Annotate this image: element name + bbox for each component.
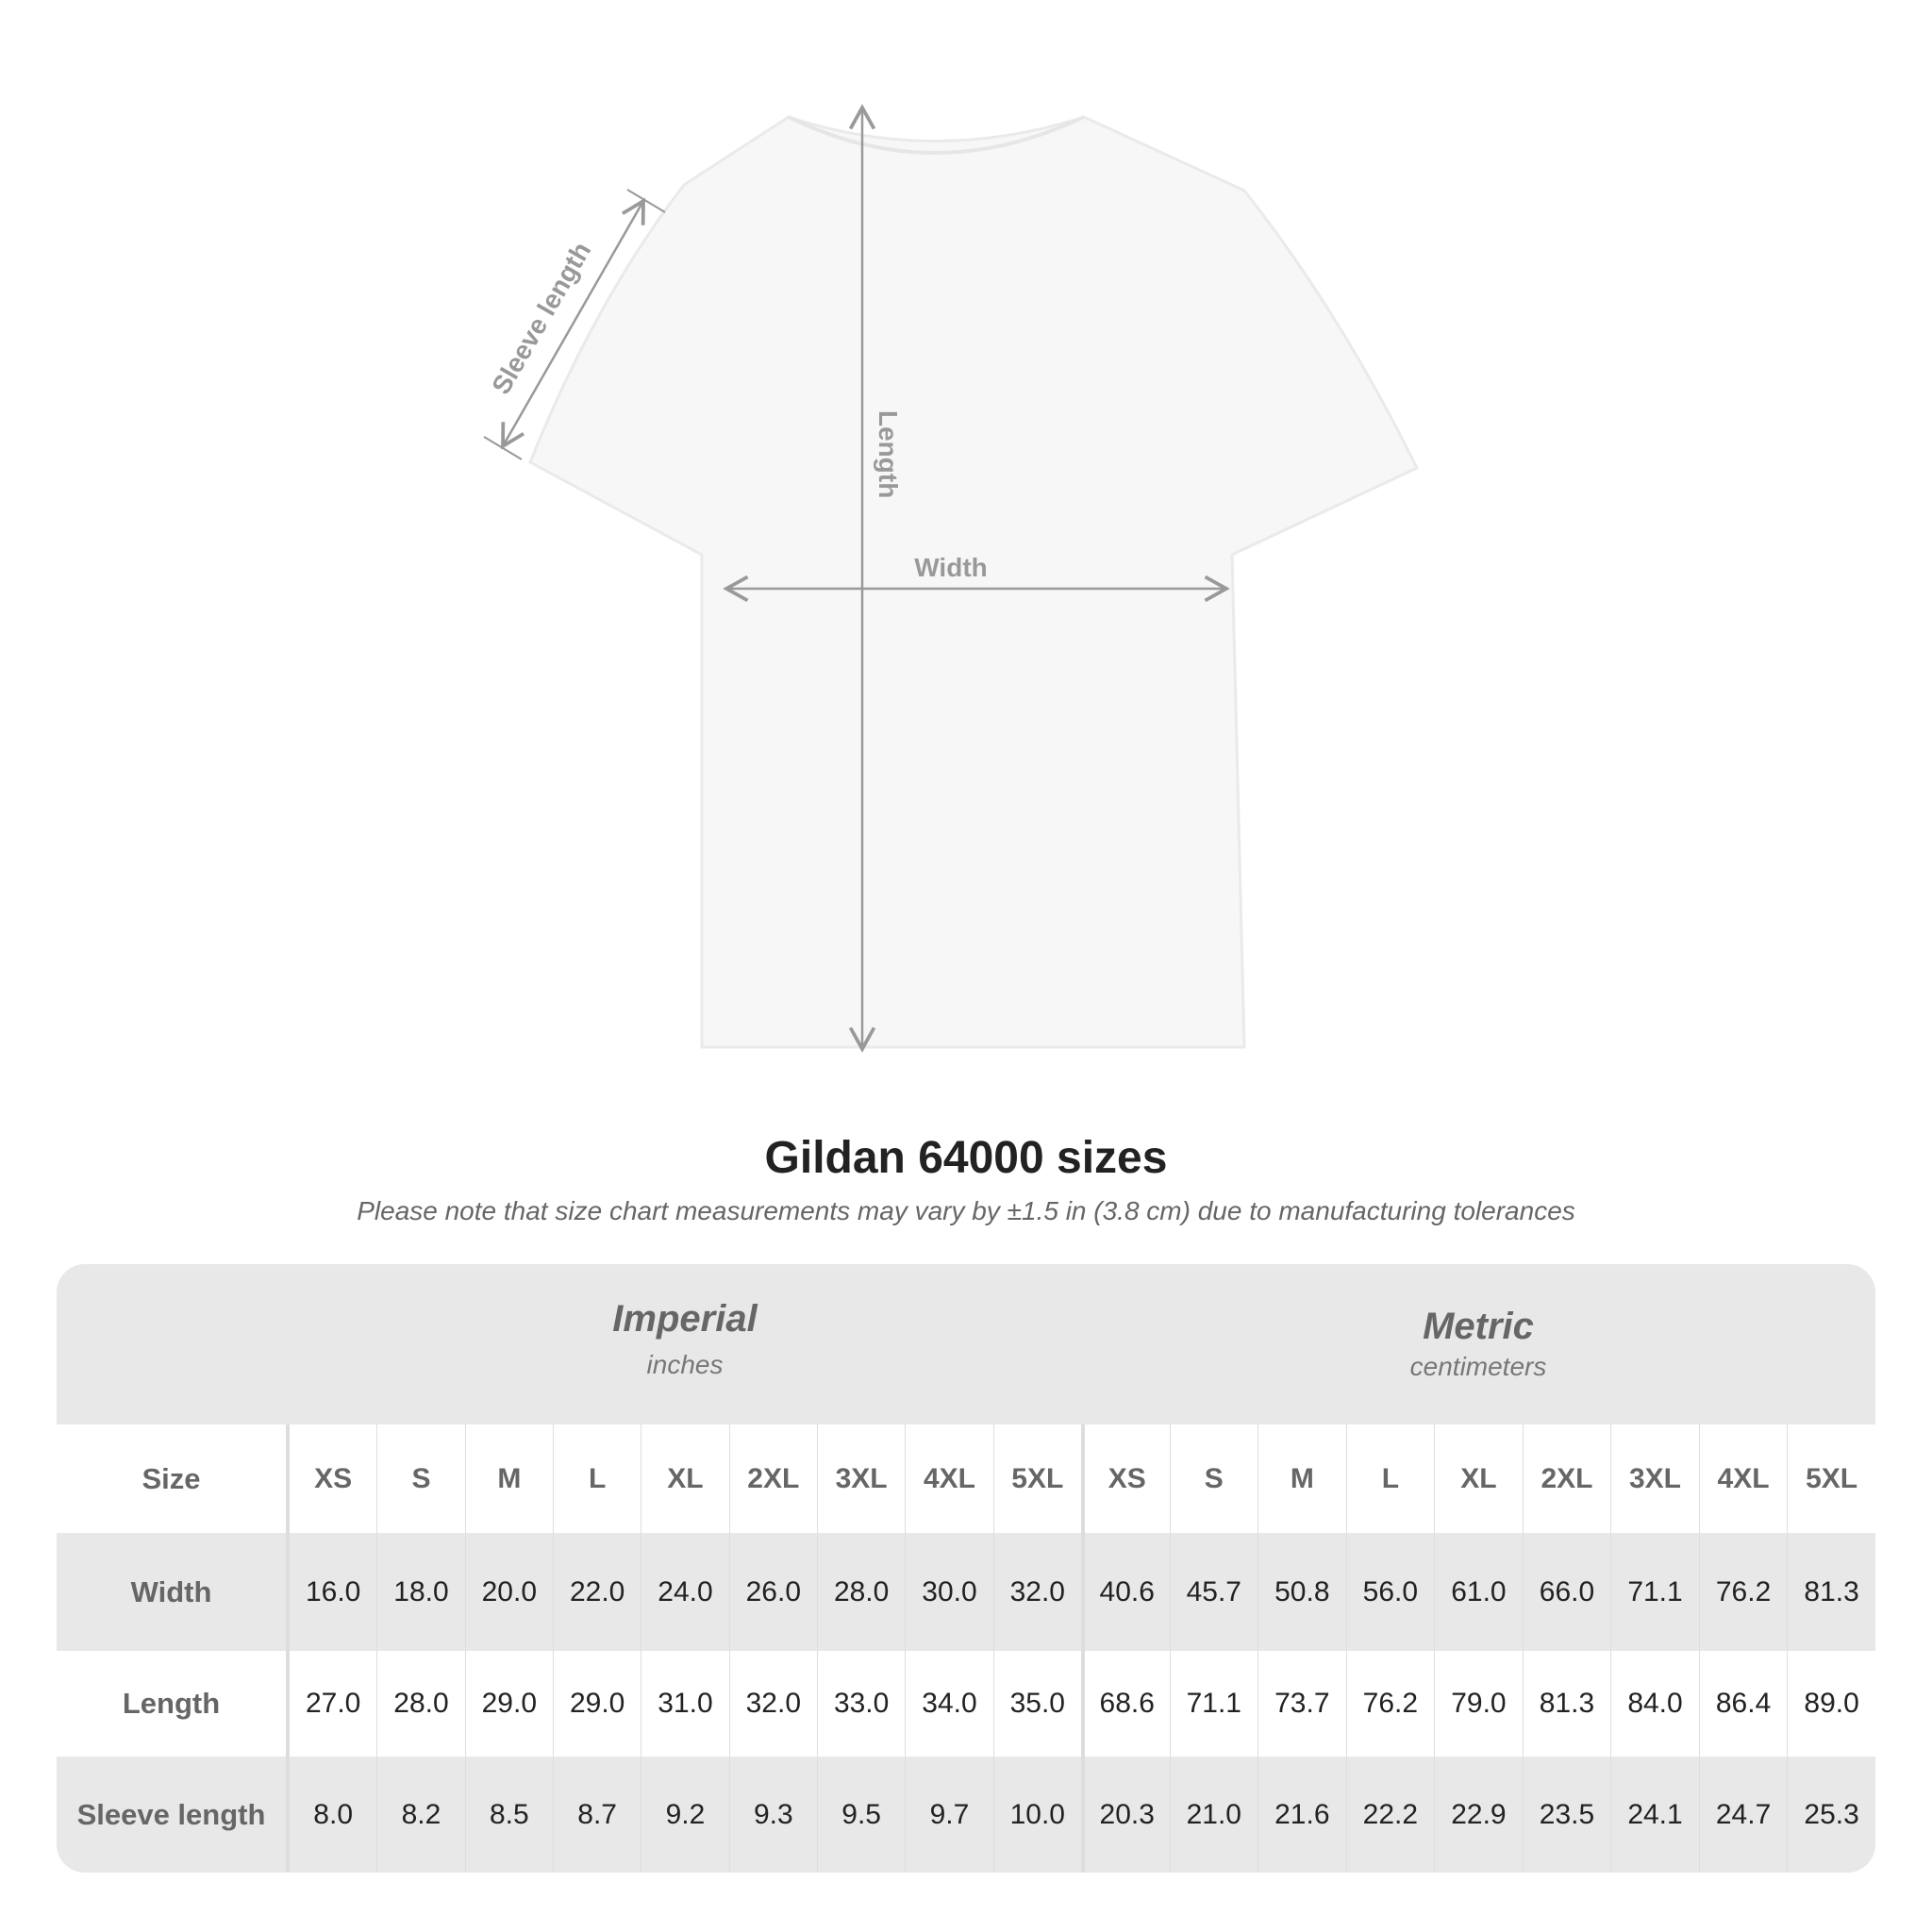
imperial-value-cell: 24.0 <box>641 1533 728 1651</box>
imperial-value-cell: 28.0 <box>376 1651 464 1757</box>
metric-value-cell: 22.9 <box>1434 1757 1523 1873</box>
sleeve-arrow <box>501 197 645 450</box>
metric-value-cell: 61.0 <box>1434 1533 1523 1651</box>
length-label: Length <box>874 410 903 498</box>
metric-value-cell: 86.4 <box>1698 1651 1788 1757</box>
metric-value-cell: 23.5 <box>1522 1757 1611 1873</box>
metric-value-cell: 50.8 <box>1257 1533 1346 1651</box>
imperial-unit: inches <box>646 1350 724 1379</box>
imperial-value-cell: 20.0 <box>464 1533 553 1651</box>
imperial-value-cell: 18.0 <box>376 1533 464 1651</box>
size-header-row: Size XS S M L XL 2XL 3XL 4XL 5XL XS S M L XL 2XL 3XL 4XL 5… <box>57 1424 1875 1533</box>
metric-value-cell: 68.6 <box>1080 1651 1170 1757</box>
imperial-title: Imperial <box>612 1298 758 1340</box>
imperial-size-cell: XS <box>289 1424 376 1533</box>
imperial-value-cell: 8.0 <box>289 1757 376 1873</box>
chart-title: Gildan 64000 sizes <box>764 1133 1168 1183</box>
metric-value-cell: 25.3 <box>1787 1757 1875 1873</box>
metric-value-cell: 89.0 <box>1787 1651 1875 1757</box>
metric-size-cell: L <box>1345 1424 1435 1533</box>
imperial-size-cell: 2XL <box>728 1424 817 1533</box>
metric-value-cell: 79.0 <box>1434 1651 1523 1757</box>
metric-value-cell: 81.3 <box>1522 1651 1611 1757</box>
metric-value-cell: 66.0 <box>1522 1533 1611 1651</box>
imperial-size-cell: 5XL <box>992 1424 1081 1533</box>
metric-value-cell: 76.2 <box>1345 1651 1435 1757</box>
imperial-value-cell: 32.0 <box>992 1533 1081 1651</box>
imperial-header: Imperial inches <box>289 1264 1081 1424</box>
metric-value-cell: 45.7 <box>1169 1533 1258 1651</box>
metric-size-cell: 4XL <box>1698 1424 1788 1533</box>
imperial-size-cell: S <box>376 1424 464 1533</box>
metric-size-cell: M <box>1257 1424 1346 1533</box>
imperial-value-cell: 9.5 <box>816 1757 905 1873</box>
imperial-value-cell: 35.0 <box>992 1651 1081 1757</box>
metric-size-cell: S <box>1169 1424 1258 1533</box>
imperial-size-cell: M <box>464 1424 553 1533</box>
imperial-value-cell: 9.3 <box>728 1757 817 1873</box>
size-table: Imperial inches Metric centimeters Size X… <box>57 1264 1875 1873</box>
metric-value-cell: 21.6 <box>1257 1757 1346 1873</box>
tshirt-diagram: Length Width Sleeve length <box>483 104 1420 1053</box>
metric-value-cell: 76.2 <box>1698 1533 1788 1651</box>
imperial-size-cell: 4XL <box>905 1424 992 1533</box>
imperial-value-cell: 34.0 <box>905 1651 992 1757</box>
imperial-value-cell: 31.0 <box>641 1651 728 1757</box>
metric-value-cell: 84.0 <box>1610 1651 1699 1757</box>
imperial-value-cell: 9.2 <box>641 1757 728 1873</box>
imperial-value-cell: 8.5 <box>464 1757 553 1873</box>
metric-value-cell: 24.7 <box>1698 1757 1788 1873</box>
imperial-value-cell: 26.0 <box>728 1533 817 1651</box>
imperial-value-cell: 29.0 <box>464 1651 553 1757</box>
metric-title: Metric <box>1423 1306 1534 1347</box>
imperial-value-cell: 32.0 <box>728 1651 817 1757</box>
metric-unit: centimeters <box>1409 1352 1547 1381</box>
metric-size-cell: XS <box>1080 1424 1170 1533</box>
metric-value-cell: 56.0 <box>1345 1533 1435 1651</box>
imperial-value-cell: 9.7 <box>905 1757 992 1873</box>
imperial-value-cell: 8.7 <box>552 1757 641 1873</box>
tolerance-note: Please note that size chart measurements… <box>357 1196 1575 1225</box>
imperial-value-cell: 22.0 <box>552 1533 641 1651</box>
table-row: Width 16.0 18.0 20.0 22.0 24.0 26.0 28.0 30.0 32.… <box>57 1533 1875 1651</box>
metric-value-cell: 24.1 <box>1610 1757 1699 1873</box>
metric-value-cell: 20.3 <box>1080 1757 1170 1873</box>
imperial-value-cell: 28.0 <box>816 1533 905 1651</box>
metric-value-cell: 21.0 <box>1169 1757 1258 1873</box>
tshirt-shape <box>528 115 1420 1049</box>
metric-value-cell: 73.7 <box>1257 1651 1346 1757</box>
imperial-value-cell: 8.2 <box>376 1757 464 1873</box>
metric-size-cell: 2XL <box>1522 1424 1611 1533</box>
metric-size-cell: XL <box>1434 1424 1523 1533</box>
imperial-size-cell: 3XL <box>816 1424 905 1533</box>
metric-value-cell: 71.1 <box>1610 1533 1699 1651</box>
metric-value-cell: 81.3 <box>1787 1533 1875 1651</box>
metric-size-cell: 3XL <box>1610 1424 1699 1533</box>
imperial-size-cell: L <box>552 1424 641 1533</box>
row-label: Width <box>57 1533 289 1651</box>
row-label: Size <box>57 1424 289 1533</box>
imperial-value-cell: 27.0 <box>289 1651 376 1757</box>
table-row: Sleeve length 8.0 8.2 8.5 8.7 9.2 9.3 9.5 9.7 10.… <box>57 1757 1875 1873</box>
imperial-value-cell: 30.0 <box>905 1533 992 1651</box>
metric-value-cell: 40.6 <box>1080 1533 1170 1651</box>
imperial-value-cell: 10.0 <box>992 1757 1081 1873</box>
table-row: Length 27.0 28.0 29.0 29.0 31.0 32.0 33.0 34.0 35… <box>57 1651 1875 1757</box>
metric-header: Metric centimeters <box>1081 1264 1875 1424</box>
width-label: Width <box>914 553 988 582</box>
metric-value-cell: 22.2 <box>1345 1757 1435 1873</box>
imperial-value-cell: 33.0 <box>816 1651 905 1757</box>
metric-value-cell: 71.1 <box>1169 1651 1258 1757</box>
imperial-size-cell: XL <box>641 1424 728 1533</box>
imperial-value-cell: 29.0 <box>552 1651 641 1757</box>
metric-size-cell: 5XL <box>1787 1424 1875 1533</box>
row-label: Sleeve length <box>57 1757 289 1873</box>
imperial-value-cell: 16.0 <box>289 1533 376 1651</box>
row-label: Length <box>57 1651 289 1757</box>
